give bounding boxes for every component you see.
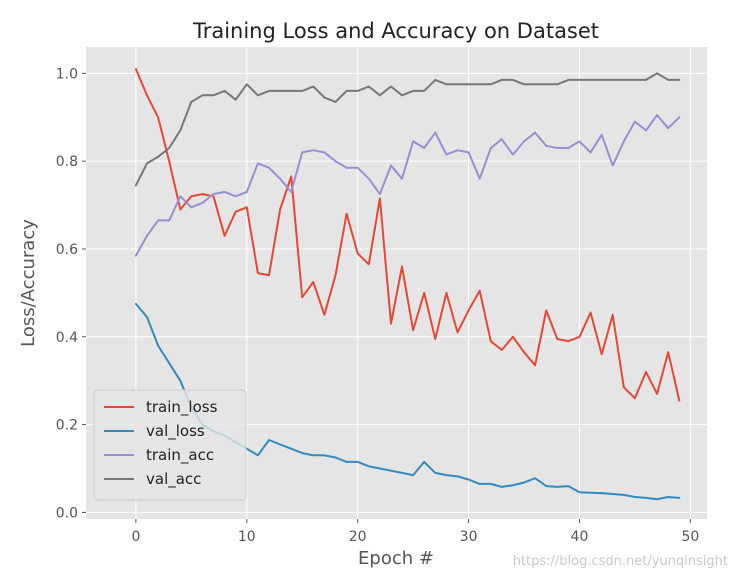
tick-labels: 0 10 20 30 40 50 0.0 0.2 0.4 0.6 0.8 1.0	[56, 66, 700, 545]
y-tick-label: 1.0	[56, 66, 78, 82]
y-tick-label: 0.6	[56, 242, 78, 258]
chart-title: Training Loss and Accuracy on Dataset	[192, 19, 599, 43]
y-tick-label: 0.0	[56, 505, 78, 521]
x-tick-label: 50	[681, 529, 699, 545]
x-tick-label: 20	[349, 529, 367, 545]
series-line-val-acc	[134, 72, 681, 187]
legend-label: val_loss	[146, 422, 205, 441]
x-tick-label: 10	[238, 529, 256, 545]
series-line-train-acc	[134, 114, 681, 257]
legend-label: train_loss	[146, 398, 218, 417]
legend-box	[93, 389, 247, 501]
legend: train_loss val_loss train_acc val_acc	[93, 389, 247, 501]
x-tick-label: 0	[131, 529, 140, 545]
legend-label: train_acc	[146, 446, 214, 465]
x-axis-label: Epoch #	[358, 548, 434, 569]
watermark: https://blog.csdn.net/yunqinsight	[512, 554, 728, 569]
x-tick-label: 30	[460, 529, 478, 545]
y-tick-label: 0.2	[56, 418, 78, 434]
series-line-train-loss	[134, 68, 681, 402]
y-axis-label: Loss/Accuracy	[18, 219, 39, 347]
y-tick-label: 0.4	[56, 330, 78, 346]
x-tick-label: 40	[571, 529, 589, 545]
legend-label: val_acc	[146, 470, 201, 489]
y-tick-label: 0.8	[56, 154, 78, 170]
